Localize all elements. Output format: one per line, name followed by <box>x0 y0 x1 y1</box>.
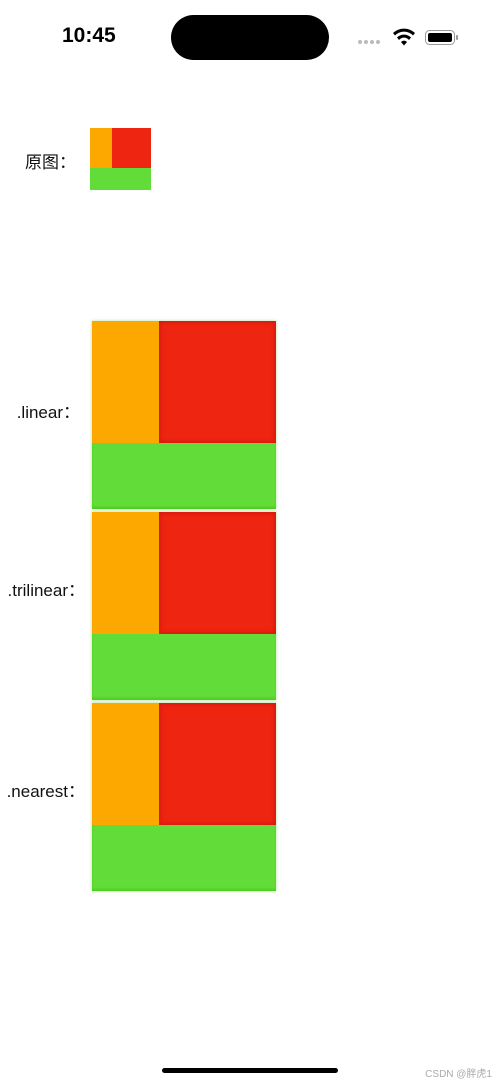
row-label: .linear： <box>16 403 80 422</box>
row-label: .trilinear： <box>7 581 85 600</box>
dynamic-island <box>171 15 329 60</box>
status-icons <box>358 28 458 46</box>
nearest-image <box>92 703 276 891</box>
row-label: 原图： <box>25 153 76 172</box>
original-image <box>90 128 151 190</box>
row-label: .nearest： <box>6 782 85 801</box>
home-indicator <box>162 1068 338 1073</box>
watermark: CSDN @胖虎1 <box>425 1069 492 1080</box>
status-time: 10:45 <box>62 24 116 47</box>
linear-image <box>92 321 276 509</box>
trilinear-image <box>92 512 276 700</box>
